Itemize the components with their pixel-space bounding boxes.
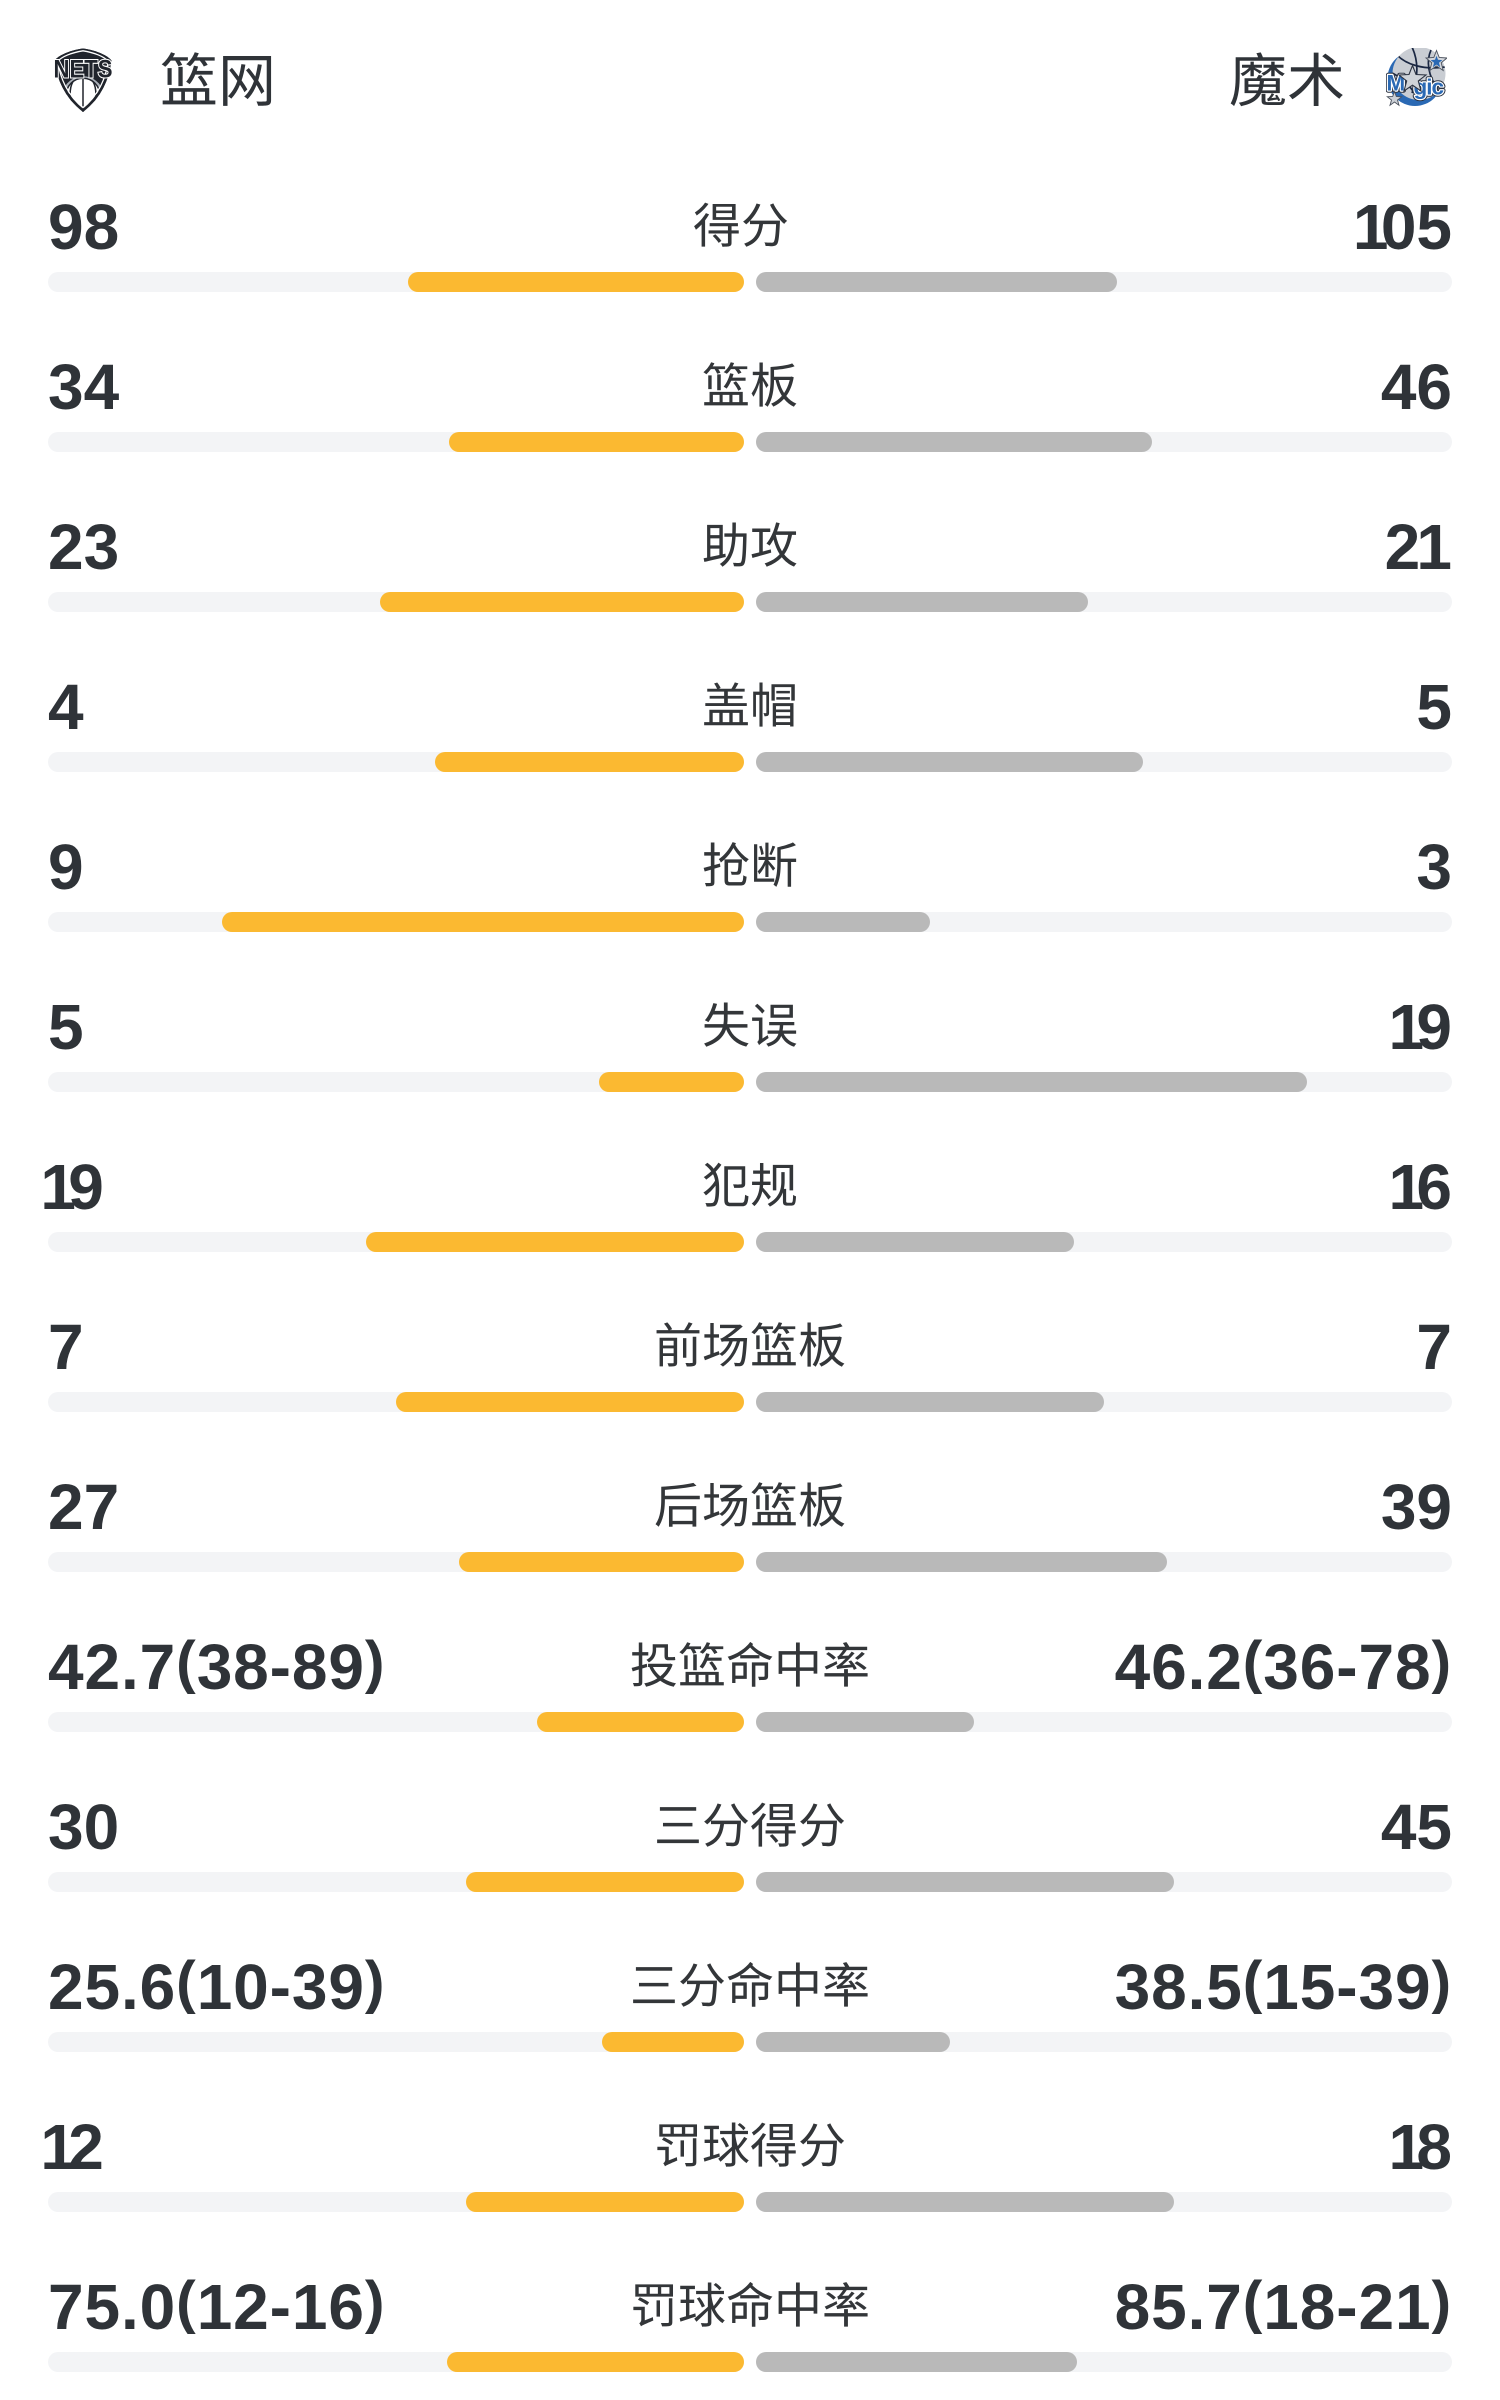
svg-text:NETS: NETS	[54, 56, 113, 84]
svg-text:M: M	[1387, 71, 1406, 96]
